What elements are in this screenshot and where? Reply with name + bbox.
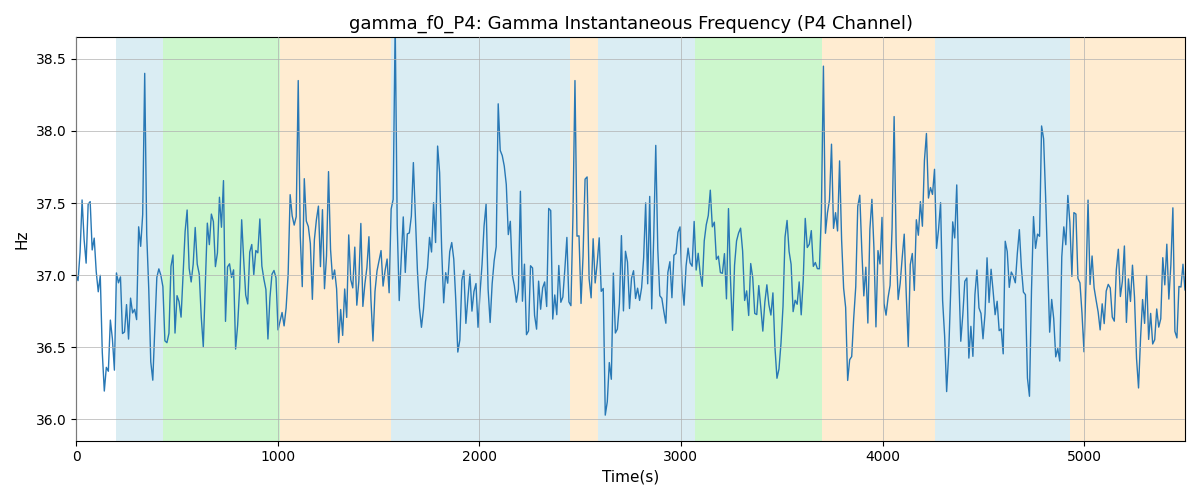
Bar bbox=[116, 38, 163, 440]
Y-axis label: Hz: Hz bbox=[14, 230, 30, 249]
Title: gamma_f0_P4: Gamma Instantaneous Frequency (P4 Channel): gamma_f0_P4: Gamma Instantaneous Frequen… bbox=[348, 15, 912, 34]
Bar bbox=[570, 38, 599, 440]
Bar bbox=[599, 38, 695, 440]
X-axis label: Time(s): Time(s) bbox=[602, 470, 659, 485]
Bar bbox=[695, 38, 822, 440]
Bar bbox=[935, 38, 1070, 440]
Bar bbox=[390, 38, 570, 440]
Bar bbox=[163, 38, 280, 440]
Bar bbox=[280, 38, 390, 440]
Bar bbox=[822, 38, 935, 440]
Bar bbox=[1070, 38, 1184, 440]
